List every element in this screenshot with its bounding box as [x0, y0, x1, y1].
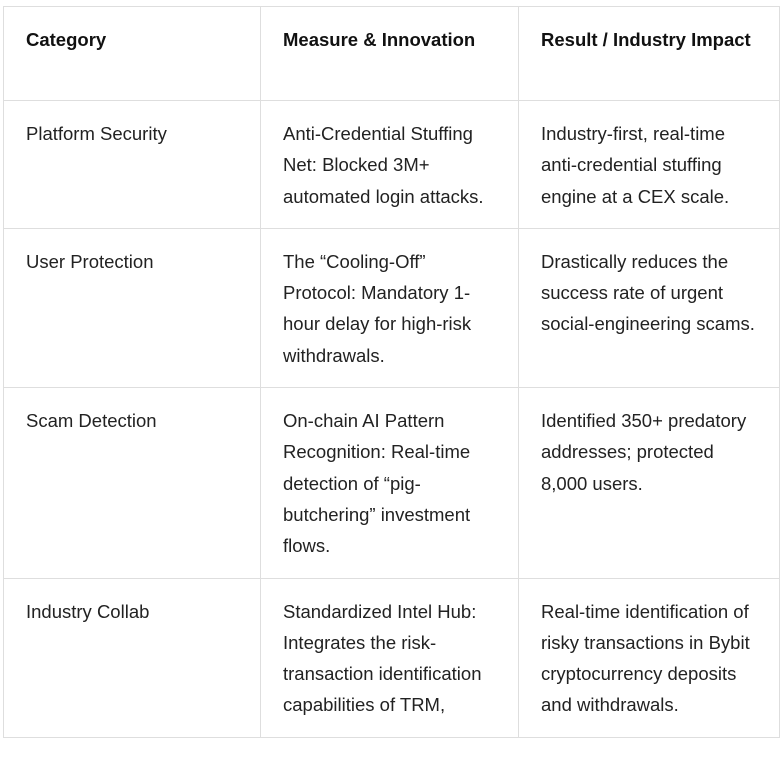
- cell-category: Scam Detection: [3, 387, 261, 579]
- cell-measure: On-chain AI Pattern Recognition: Real-ti…: [260, 387, 519, 579]
- cell-result: Identified 350+ predatory addresses; pro…: [518, 387, 780, 579]
- cell-result: Industry-first, real-time anti-credentia…: [518, 100, 780, 229]
- header-result: Result / Industry Impact: [518, 6, 780, 101]
- header-measure: Measure & Innovation: [260, 6, 519, 101]
- table-row: Industry Collab Standardized Intel Hub: …: [3, 577, 780, 738]
- cell-category: Industry Collab: [3, 577, 261, 738]
- cell-category: Platform Security: [3, 100, 261, 229]
- header-row: Category Measure & Innovation Result / I…: [3, 6, 780, 101]
- cell-measure: Standardized Intel Hub: Integrates the r…: [260, 577, 519, 738]
- table-row: Scam Detection On-chain AI Pattern Recog…: [3, 387, 780, 579]
- table-row: Platform Security Anti-Credential Stuffi…: [3, 100, 780, 229]
- cell-result: Real-time identification of risky transa…: [518, 577, 780, 738]
- cell-category: User Protection: [3, 227, 261, 389]
- header-category: Category: [3, 6, 261, 101]
- cell-measure: Anti-Credential Stuffing Net: Blocked 3M…: [260, 100, 519, 229]
- table-row: User Protection The “Cooling-Off” Protoc…: [3, 227, 780, 389]
- cell-result: Drastically reduces the success rate of …: [518, 227, 780, 389]
- security-measures-table: Category Measure & Innovation Result / I…: [3, 6, 780, 738]
- cell-measure: The “Cooling-Off” Protocol: Mandatory 1-…: [260, 227, 519, 389]
